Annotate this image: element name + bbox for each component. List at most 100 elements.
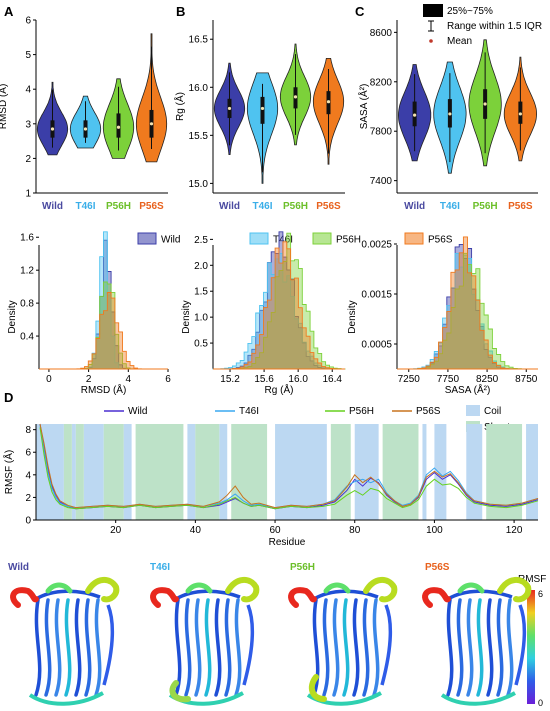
coil-legend-label: Coil <box>484 406 501 417</box>
violin-mean-marker <box>227 106 232 111</box>
x-tick-label: T46I <box>252 201 272 212</box>
top-loop <box>497 577 532 603</box>
y-axis-label: Rg (Å) <box>173 92 186 121</box>
rmsf-line-p56s <box>39 423 539 509</box>
x-axis-label: Rg (Å) <box>265 383 294 396</box>
x-axis-label: RMSD (Å) <box>81 383 127 396</box>
violin-chart-a: 1 2 3 4 5 6 RMSD (Å) Wild T46I P56H P56S <box>0 16 168 212</box>
y-tick-label: 15.5 <box>189 131 209 142</box>
sheet-region <box>330 424 351 520</box>
panel-letter-c: C <box>355 4 365 19</box>
green-loop <box>457 582 485 594</box>
side-strand <box>514 604 527 686</box>
x-tick-label: T46I <box>440 201 460 212</box>
legend-label-p56h: P56H <box>336 235 361 246</box>
panel-letter-b: B <box>176 4 185 19</box>
beta-strand <box>476 598 484 697</box>
structure-label-p56s: P56S <box>425 562 450 573</box>
beta-strand <box>362 598 370 697</box>
y-tick-label: 0.0025 <box>361 240 392 251</box>
beta-strand <box>224 598 232 697</box>
x-tick-label: 8750 <box>515 374 538 385</box>
beta-strand <box>214 598 222 697</box>
coil-region <box>275 424 327 520</box>
coil-region <box>187 424 196 520</box>
x-tick-label: 120 <box>506 525 523 536</box>
violin-mean-marker <box>518 112 522 116</box>
histogram-p56s <box>397 236 538 370</box>
x-tick-label: P56S <box>508 201 533 212</box>
legend-label-wild: Wild <box>128 406 147 417</box>
x-tick-label: T46I <box>75 201 95 212</box>
y-tick-label: 16.0 <box>189 83 209 94</box>
histogram-chart-b-lower: 0.5 1.0 1.5 2.0 2.5 15.2 15.6 16.0 16.4 Rg (Å) Den… <box>181 231 346 396</box>
x-axis-label: SASA (Å²) <box>445 383 491 396</box>
beta-strand <box>64 598 72 697</box>
colorbar-title: RMSF <box>518 574 546 585</box>
beta-strand <box>372 598 380 697</box>
x-tick-label: Wild <box>219 201 240 212</box>
loop <box>447 589 513 601</box>
rmsf-line-p56h <box>39 427 539 510</box>
sheet-region <box>195 424 220 520</box>
structure-cartoon-t46i <box>150 577 260 706</box>
y-tick-label: 1.0 <box>194 313 208 324</box>
legend-swatch-p56s <box>404 232 424 245</box>
side-strand <box>102 604 115 686</box>
colorbar-min: 0 <box>538 698 543 708</box>
coil-region <box>36 424 64 520</box>
beta-strand <box>54 598 62 697</box>
legend-swatch-p56h <box>312 232 332 245</box>
y-tick-label: 1.5 <box>194 287 208 298</box>
y-tick-label: 0.5 <box>194 339 208 350</box>
y-axis-label: SASA (Å²) <box>357 84 370 130</box>
violin-mean-marker <box>293 95 298 99</box>
y-tick-label: 0 <box>25 516 31 527</box>
structure-label-wild: Wild <box>8 562 29 573</box>
legend-label-p56s: P56S <box>428 235 453 246</box>
x-tick-label: 60 <box>269 525 281 536</box>
histogram-p56h <box>213 232 346 370</box>
beta-strand <box>312 598 320 697</box>
y-tick-label: 1 <box>25 189 31 200</box>
violin-mean-marker <box>116 125 121 129</box>
structure-label-t46i: T46I <box>150 562 170 573</box>
beta-strand <box>84 598 92 697</box>
beta-strand <box>486 598 494 697</box>
violin-mean-marker <box>413 113 417 117</box>
x-tick-label: P56S <box>139 201 164 212</box>
violin-mean-marker <box>448 112 452 116</box>
histogram-legend: Wild T46I P56H P56S <box>137 232 453 246</box>
range-legend-label: Range within 1.5 IQR <box>447 21 542 32</box>
beta-strand <box>74 598 82 697</box>
y-tick-label: 6 <box>25 16 31 27</box>
y-axis-label: RMSF (Å) <box>2 450 15 494</box>
iqr-legend-swatch <box>423 4 443 17</box>
beta-strand <box>94 598 102 697</box>
violin-chart-b: 15.0 15.5 16.0 16.5 Rg (Å) Wild T46I P56H P56S <box>173 20 345 212</box>
y-tick-label: 5 <box>25 50 31 61</box>
y-tick-label: 8 <box>25 425 31 436</box>
sheet-region <box>135 424 184 520</box>
violin-mean-marker <box>50 127 55 131</box>
x-axis-label: Residue <box>269 537 306 548</box>
x-tick-label: 7750 <box>437 374 460 385</box>
coil-region <box>526 424 538 520</box>
side-strand <box>380 604 393 686</box>
bottom-loop <box>28 691 104 706</box>
x-tick-label: P56S <box>316 201 341 212</box>
x-tick-label: 100 <box>426 525 443 536</box>
x-tick-label: Wild <box>404 201 425 212</box>
beta-strand <box>194 598 202 697</box>
loop <box>175 589 241 601</box>
y-axis-label: RMSD (Å) <box>0 84 9 130</box>
y-tick-label: 8200 <box>370 77 393 88</box>
rmsf-colorbar: RMSF 6 0 <box>518 574 546 708</box>
histogram-chart-c-lower: 0.0005 0.0015 0.0025 7250 7750 8250 8750 SASA (… <box>347 236 538 396</box>
n-terminus <box>422 587 451 608</box>
violin-mean-marker <box>260 106 265 111</box>
legend-label-p56s: P56S <box>416 406 441 417</box>
y-tick-label: 15.0 <box>189 179 209 190</box>
x-tick-label: 2 <box>86 374 92 385</box>
